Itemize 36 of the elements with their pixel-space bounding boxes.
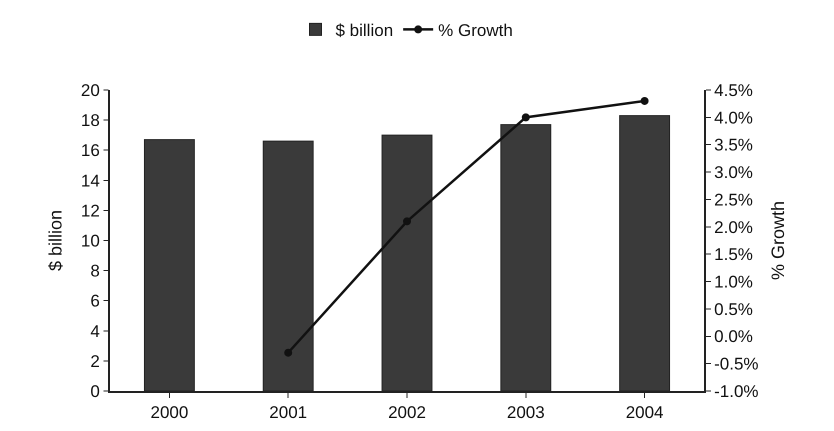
y2-tick-label: 2.5% — [714, 190, 753, 210]
y2-tick-label: 1.5% — [714, 245, 753, 264]
y-tick-label: 14 — [80, 171, 100, 190]
point — [403, 217, 411, 226]
point — [640, 96, 649, 105]
x-tick-label: 2004 — [626, 403, 664, 422]
y2-tick-label: 0.0% — [714, 327, 753, 346]
y-tick-label: 6 — [90, 292, 100, 311]
x-tick-label: 2002 — [388, 403, 426, 422]
y-tick-label: 10 — [80, 231, 100, 250]
y2-tick-label: 1.0% — [714, 272, 753, 292]
y2-tick-label: 4.0% — [714, 108, 753, 128]
point — [522, 113, 530, 122]
x-tick-label: 2003 — [506, 403, 545, 422]
y2-tick-label: -1.0% — [714, 382, 759, 401]
y-tick-label: 8 — [90, 262, 100, 281]
y-tick-label: 20 — [80, 80, 100, 100]
y2-tick-label: -0.5% — [714, 354, 759, 374]
y2-tick-label: 4.5% — [714, 80, 753, 100]
legend-label: $ billion — [336, 21, 394, 40]
point — [284, 348, 292, 357]
y-tick-label: 0 — [90, 382, 100, 401]
y2-axis-title: % Growth — [768, 200, 788, 280]
y2-tick-label: 3.5% — [714, 136, 753, 155]
y-axis-title: $ billion — [46, 210, 66, 272]
x-tick-label: 2001 — [269, 403, 308, 422]
y-tick-label: 4 — [90, 322, 100, 341]
y2-tick-label: 3.0% — [714, 163, 753, 182]
y-tick-label: 16 — [80, 141, 100, 160]
y2-tick-label: 2.0% — [714, 218, 753, 237]
y-tick-label: 12 — [80, 201, 100, 220]
legend-label: % Growth — [438, 21, 513, 40]
y-tick-label: 18 — [80, 111, 100, 130]
y-tick-label: 2 — [90, 352, 100, 371]
x-tick-label: 2000 — [150, 403, 188, 422]
y2-tick-label: 0.5% — [714, 300, 753, 319]
